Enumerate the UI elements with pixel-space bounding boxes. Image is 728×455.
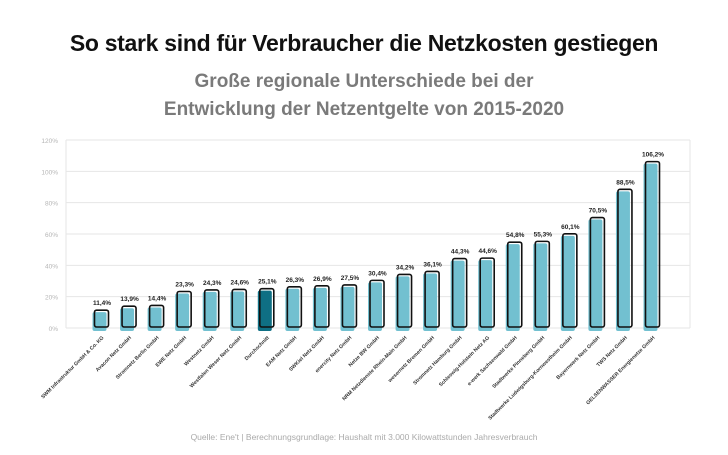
- bar-fill: [533, 243, 548, 331]
- bar-outline: [314, 285, 330, 328]
- bar-fill: [643, 163, 658, 331]
- y-tick-label: 80%: [45, 201, 58, 208]
- bar-outline: [203, 289, 220, 328]
- page-subtitle: Große regionale Unterschiede bei der Ent…: [0, 68, 728, 124]
- y-tick-label: 0%: [49, 326, 59, 333]
- bar-outline: [176, 290, 192, 328]
- y-tick-label: 100%: [41, 169, 58, 176]
- x-tick-label: Stromnetz Hamburg GmbH: [412, 335, 463, 386]
- bar-outline: [396, 273, 413, 328]
- data-label: 30,4%: [368, 270, 387, 277]
- bar-outline: [479, 257, 496, 328]
- data-label: 26,9%: [313, 276, 332, 283]
- bar-outline: [286, 285, 303, 328]
- bar-fill: [175, 293, 190, 331]
- bar-outline: [258, 287, 275, 328]
- x-tick-label: wesernetz Bremen GmbH: [387, 335, 437, 385]
- source-note: Quelle: Ene't | Berechnungsgrundlage: Ha…: [190, 432, 538, 442]
- bar-fill: [120, 308, 135, 331]
- bar-fill: [450, 260, 465, 331]
- data-label: 25,1%: [258, 279, 277, 286]
- data-label: 23,3%: [175, 281, 194, 288]
- data-label: 70,5%: [589, 208, 608, 215]
- bar-outline: [451, 257, 468, 328]
- bar-fill: [395, 276, 410, 331]
- subtitle-line-2: Entwicklung der Netzentgelte von 2015-20…: [163, 99, 565, 120]
- bar-outline: [589, 216, 606, 328]
- x-tick-label: Westfalen Weser Netz GmbH: [189, 335, 243, 389]
- data-label: 14,4%: [148, 295, 167, 302]
- bar-fill: [230, 291, 245, 331]
- data-label: 24,6%: [231, 279, 250, 286]
- bar-outline: [148, 304, 165, 328]
- bar-outline: [617, 188, 633, 328]
- x-tick-label: Stadtwerke Pinneberg GmbH: [491, 335, 546, 390]
- bar-outline: [562, 233, 578, 328]
- x-tick-label: Durchschnitt: [244, 335, 271, 362]
- data-label: 44,3%: [451, 249, 470, 256]
- y-tick-label: 40%: [45, 263, 58, 270]
- y-tick-label: 60%: [45, 232, 58, 239]
- bar-fill: [615, 191, 630, 331]
- y-tick-label: 120%: [41, 138, 58, 145]
- bar-fill: [368, 282, 382, 331]
- bar-fill: [560, 235, 575, 331]
- bar-outline: [506, 241, 523, 328]
- data-label: 106,2%: [642, 152, 664, 159]
- data-label: 55,3%: [534, 231, 553, 238]
- data-label: 11,4%: [93, 300, 111, 307]
- data-label: 88,5%: [616, 179, 635, 186]
- page-title: So stark sind für Verbraucher die Netzko…: [69, 30, 659, 56]
- bar-outline: [534, 240, 551, 328]
- bar-fill: [505, 244, 520, 331]
- subtitle-line-1: Große regionale Unterschiede bei der: [194, 71, 534, 92]
- bar-outline: [644, 160, 661, 328]
- data-label: 24,3%: [203, 280, 222, 287]
- bar-fill: [340, 286, 355, 331]
- bar-outline: [231, 288, 248, 328]
- bar-fill: [312, 287, 327, 331]
- x-tick-label: Schleswig-Holstein Netz AG: [438, 335, 491, 388]
- bar-fill: [478, 260, 493, 331]
- data-label: 27,5%: [341, 275, 360, 282]
- bar-fill: [257, 290, 272, 331]
- bar-fill: [588, 219, 603, 331]
- data-label: 34,2%: [396, 264, 415, 271]
- bar-outline: [93, 309, 110, 328]
- data-label: 54,8%: [506, 232, 525, 239]
- bar-outline: [369, 279, 385, 328]
- data-label: 26,3%: [286, 277, 305, 284]
- data-label: 36,1%: [423, 261, 442, 268]
- x-tick-label: e-werk Sachsenwald GmbH: [467, 335, 519, 387]
- bar-outline: [341, 284, 358, 328]
- bar-fill: [202, 291, 217, 331]
- data-label: 13,9%: [120, 296, 139, 303]
- bar-fill: [285, 288, 300, 331]
- data-label: 44,6%: [478, 248, 497, 255]
- y-tick-label: 20%: [45, 295, 58, 302]
- bar-outline: [424, 270, 440, 328]
- data-label: 60,1%: [561, 224, 580, 231]
- bar-fill: [423, 273, 438, 331]
- bar-fill: [147, 307, 162, 331]
- bar-outline: [121, 305, 137, 328]
